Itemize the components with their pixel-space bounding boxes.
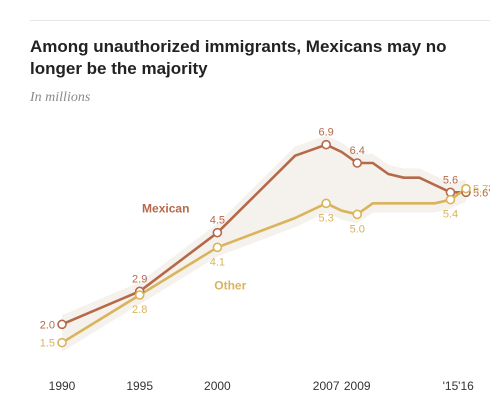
data-label-other: 5.0 bbox=[350, 223, 365, 235]
x-tick-label: '16 bbox=[458, 379, 474, 393]
data-point-other bbox=[212, 242, 223, 253]
series-line-mexican bbox=[61, 143, 466, 326]
series-label-mexican: Mexican bbox=[142, 202, 189, 216]
data-label-other: 5.3 bbox=[319, 212, 334, 224]
data-point-other bbox=[321, 198, 331, 209]
data-label-other: 5.7' bbox=[473, 184, 490, 196]
data-label-mexican: 6.4 bbox=[350, 145, 365, 157]
data-label-mexican: 2.9 bbox=[132, 273, 147, 285]
top-rule bbox=[30, 20, 490, 21]
data-point-other bbox=[352, 209, 363, 220]
data-label-other: 1.5 bbox=[40, 338, 55, 350]
chart-subtitle: In millions bbox=[30, 90, 91, 105]
data-label-mexican: 5.6 bbox=[443, 174, 458, 186]
series-line-other bbox=[61, 187, 467, 344]
data-point-other bbox=[445, 194, 456, 205]
data-point-other bbox=[461, 183, 471, 194]
data-point-mexican bbox=[321, 139, 331, 150]
x-tick-label: 2000 bbox=[204, 379, 231, 393]
x-tick-label: '15 bbox=[443, 379, 459, 393]
chart-title: Among unauthorized immigrants, Mexicans … bbox=[30, 37, 447, 78]
data-point-other bbox=[134, 290, 145, 300]
x-tick-label: 2007 bbox=[313, 379, 340, 393]
uncertainty-band bbox=[62, 135, 466, 352]
data-label-other: 5.4 bbox=[443, 209, 458, 221]
data-label-other: 4.1 bbox=[210, 256, 225, 268]
data-label-mexican: 5.6' bbox=[473, 187, 490, 199]
x-tick-label: 1995 bbox=[126, 379, 153, 393]
data-label-mexican: 2.0 bbox=[40, 319, 55, 331]
series-label-other: Other bbox=[214, 279, 246, 293]
data-point-mexican bbox=[57, 319, 67, 330]
data-point-mexican bbox=[352, 158, 363, 168]
x-tick-label: 1990 bbox=[49, 379, 76, 393]
x-tick-label: 2009 bbox=[344, 379, 371, 393]
data-point-mexican bbox=[212, 227, 223, 238]
data-label-mexican: 4.5 bbox=[210, 215, 225, 227]
data-point-other bbox=[57, 337, 67, 348]
data-label-other: 2.8 bbox=[132, 304, 147, 316]
data-label-mexican: 6.9 bbox=[319, 127, 334, 139]
